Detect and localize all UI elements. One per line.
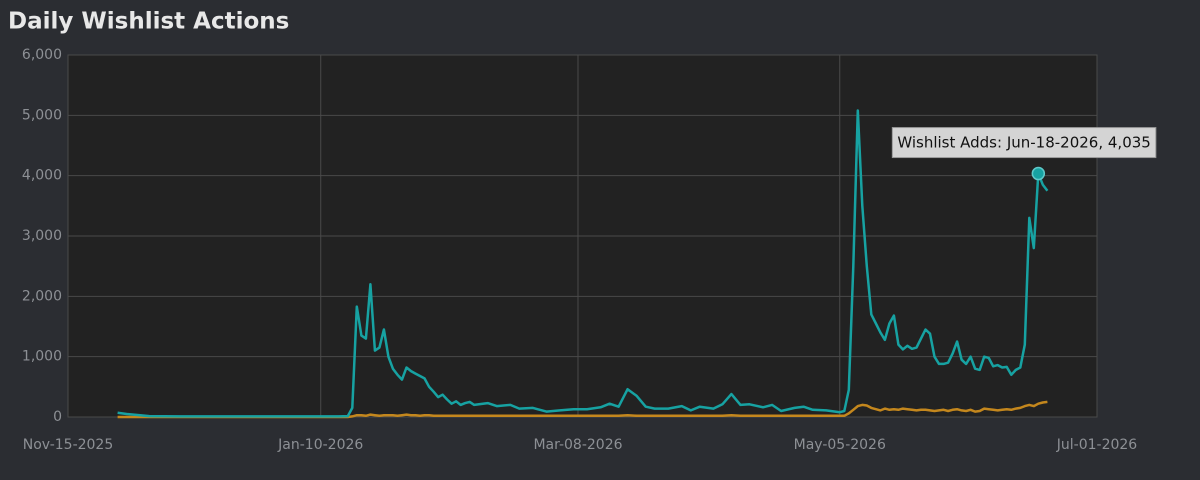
chart-title: Daily Wishlist Actions bbox=[8, 9, 289, 35]
x-tick-label: Jul-01-2026 bbox=[1056, 437, 1138, 453]
x-tick-label: Nov-15-2025 bbox=[23, 437, 114, 453]
tooltip-field: Wishlist Adds bbox=[897, 133, 997, 151]
x-tick-label: Jan-10-2026 bbox=[277, 437, 363, 453]
tooltip-field: 4,035 bbox=[1108, 133, 1151, 151]
y-tick-label: 0 bbox=[53, 409, 62, 425]
x-tick-label: May-05-2026 bbox=[794, 437, 886, 453]
tooltip-box bbox=[891, 127, 1157, 159]
tooltip-field: Jun-18-2026 bbox=[1006, 133, 1099, 151]
y-tick-label: 2,000 bbox=[22, 288, 62, 304]
tooltip-separator: , bbox=[1098, 133, 1108, 151]
y-tick-label: 1,000 bbox=[22, 349, 62, 365]
y-tick-label: 4,000 bbox=[22, 168, 62, 184]
series-line bbox=[117, 109, 1049, 418]
x-tick-label: Mar-08-2026 bbox=[533, 437, 622, 453]
hover-marker bbox=[1031, 166, 1046, 181]
tooltip-separator: : bbox=[997, 133, 1007, 151]
y-tick-label: 5,000 bbox=[22, 107, 62, 123]
series-line bbox=[117, 400, 1048, 419]
y-tick-label: 6,000 bbox=[22, 47, 62, 63]
tooltip-text: Wishlist Adds: Jun-18-2026, 4,035 bbox=[897, 133, 1151, 151]
tooltip: Wishlist Adds: Jun-18-2026, 4,035 bbox=[891, 127, 1157, 159]
y-tick-label: 3,000 bbox=[22, 228, 62, 244]
